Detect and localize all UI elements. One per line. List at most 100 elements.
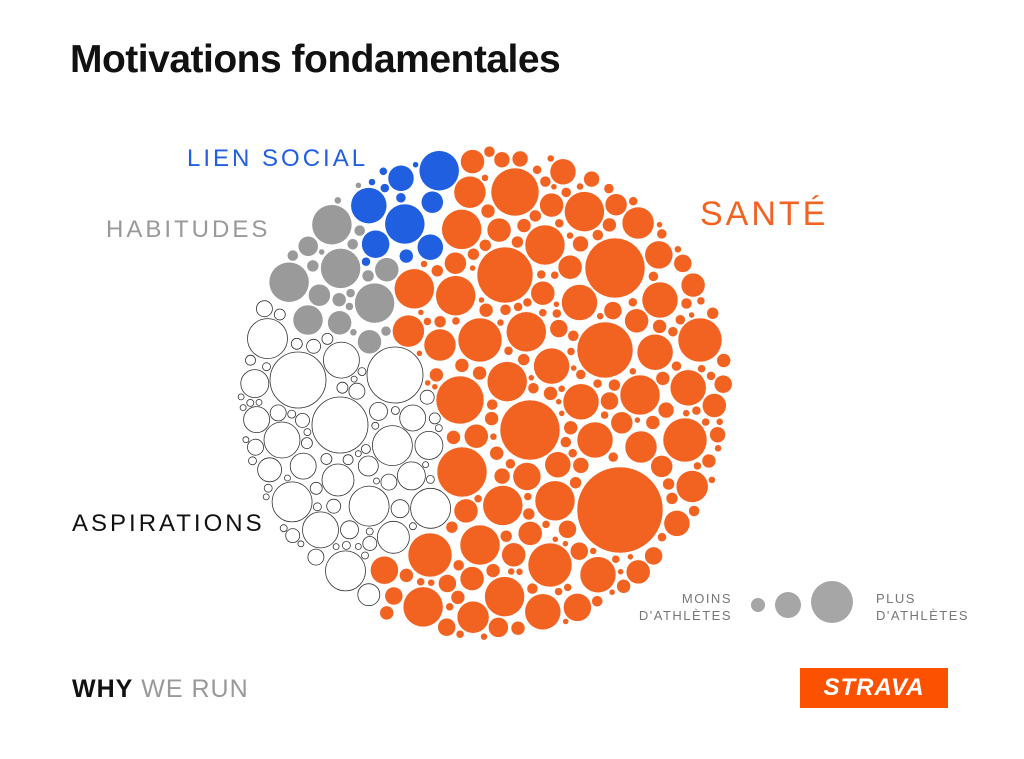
bubble-sante xyxy=(655,371,671,386)
bubble-aspirations xyxy=(284,474,291,482)
bubble-sante xyxy=(566,231,574,240)
bubble-aspirations xyxy=(390,499,410,519)
bubble-habitudes xyxy=(334,196,342,205)
bubble-sante xyxy=(709,426,726,443)
bubble-sante xyxy=(680,297,693,310)
bubble-sante xyxy=(596,312,604,320)
bubble-sante xyxy=(693,461,702,471)
bubble-sante xyxy=(513,302,523,312)
bubble-sante xyxy=(561,284,598,321)
bubble-sante xyxy=(589,547,597,555)
strava-logo[interactable]: STRAVA xyxy=(800,668,948,708)
bubble-aspirations xyxy=(300,437,313,450)
bubble-sante xyxy=(560,436,572,448)
footer-why: WHY xyxy=(72,675,134,703)
bubble-sante xyxy=(557,385,566,393)
bubble-habitudes xyxy=(331,292,347,307)
bubble-sante xyxy=(511,235,524,249)
bubble-sante xyxy=(554,587,563,596)
bubble-sante xyxy=(402,586,444,628)
bubble-aspirations xyxy=(371,425,413,467)
bubble-sante xyxy=(541,520,551,529)
bubble-sante xyxy=(485,563,501,578)
bubble-sante xyxy=(529,209,542,223)
bubble-sante xyxy=(536,269,547,280)
footer-brand: WHY WE RUN xyxy=(72,675,249,704)
bubble-sante xyxy=(522,297,533,308)
bubble-aspirations xyxy=(269,404,287,422)
bubble-sante xyxy=(621,206,655,240)
bubble-habitudes xyxy=(287,249,299,262)
bubble-habitudes xyxy=(349,328,358,337)
bubble-sante xyxy=(696,296,706,306)
bubble-lien-social xyxy=(399,248,414,264)
bubble-aspirations xyxy=(425,474,435,484)
bubble-sante xyxy=(524,593,562,631)
bubble-sante xyxy=(496,318,505,327)
bubble-sante xyxy=(499,304,512,316)
bubble-sante xyxy=(572,235,589,253)
bubble-sante xyxy=(570,364,577,372)
bubble-sante xyxy=(680,272,706,298)
bubble-aspirations xyxy=(357,367,367,377)
label-aspirations: ASPIRATIONS xyxy=(72,510,265,537)
bubble-aspirations xyxy=(362,536,378,551)
bubble-sante xyxy=(427,578,435,587)
bubble-aspirations xyxy=(307,548,325,566)
bubble-aspirations xyxy=(312,502,322,512)
bubble-sante xyxy=(489,445,504,461)
bubble-habitudes xyxy=(380,325,392,337)
bubble-sante xyxy=(522,507,536,521)
bubble-habitudes xyxy=(354,282,395,324)
bubble-lien-social xyxy=(384,203,426,245)
bubble-aspirations xyxy=(371,421,380,430)
bubble-sante xyxy=(407,532,453,578)
bubble-sante xyxy=(524,224,566,266)
bubble-aspirations xyxy=(350,375,358,383)
bubble-sante xyxy=(435,275,476,316)
bubble-sante xyxy=(445,602,454,612)
bubble-aspirations xyxy=(306,338,322,354)
bubble-aspirations xyxy=(285,528,301,543)
bubble-aspirations xyxy=(297,540,305,548)
bubble-aspirations xyxy=(357,455,379,477)
bubble-sante xyxy=(562,383,600,421)
bubble-sante xyxy=(682,409,690,417)
page-title: Motivations fondamentales xyxy=(70,38,561,81)
bubble-aspirations xyxy=(428,412,441,425)
bubble-sante xyxy=(558,410,565,417)
bubble-sante xyxy=(552,536,559,543)
legend-size-circle-1 xyxy=(751,598,765,612)
bubble-aspirations xyxy=(369,401,388,421)
bubble-aspirations xyxy=(255,300,273,318)
bubble-sante xyxy=(489,432,498,441)
bubble-sante xyxy=(603,301,623,320)
bubble-sante xyxy=(592,229,604,241)
bubble-aspirations xyxy=(348,485,390,527)
bubble-sante xyxy=(636,333,674,371)
bubble-sante xyxy=(379,605,394,621)
bubble-aspirations xyxy=(408,522,417,531)
bubble-aspirations xyxy=(320,453,333,465)
bubble-sante xyxy=(490,167,540,217)
bubble-sante xyxy=(628,196,638,206)
bubble-sante xyxy=(669,369,707,407)
bubble-sante xyxy=(499,399,561,461)
bubble-habitudes xyxy=(346,238,359,250)
bubble-sante xyxy=(517,521,543,546)
bubble-sante xyxy=(457,317,503,363)
bubble-sante xyxy=(550,270,559,280)
bubble-sante xyxy=(512,462,542,491)
bubble-sante xyxy=(563,583,572,592)
bubble-habitudes xyxy=(306,259,320,273)
bubble-sante xyxy=(567,330,580,342)
bubble-aspirations xyxy=(376,520,410,554)
bubble-sante xyxy=(539,175,552,188)
bubble-sante xyxy=(453,498,479,524)
bubble-sante xyxy=(510,620,526,636)
bubble-aspirations xyxy=(396,461,426,491)
bubble-sante xyxy=(480,203,496,219)
bubble-sante xyxy=(576,421,614,459)
bubble-sante xyxy=(453,175,487,209)
bubble-sante xyxy=(644,240,674,270)
